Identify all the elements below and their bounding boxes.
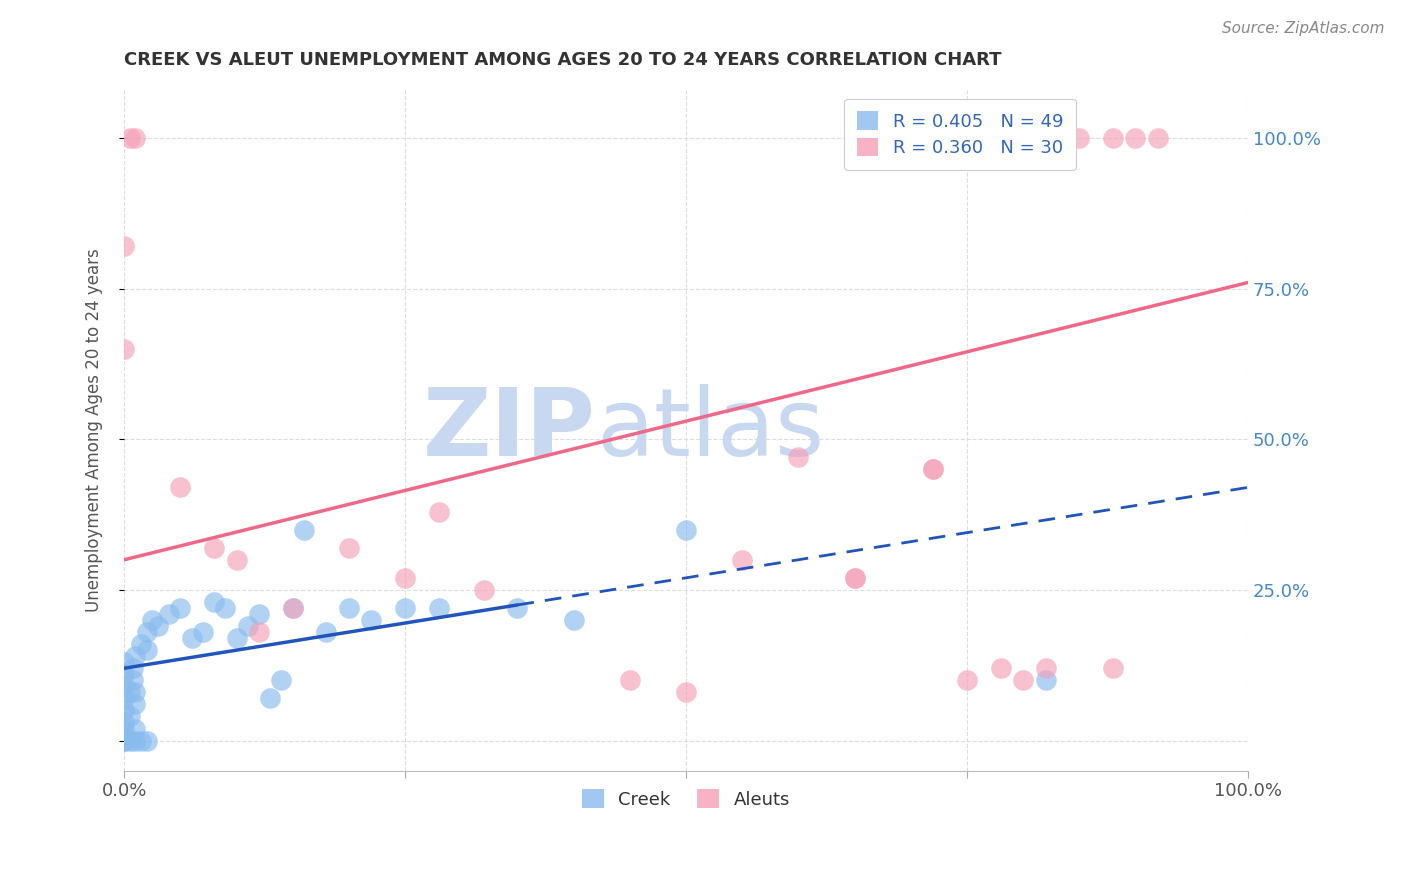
Point [922, 462, 945, 476]
Point [360, 613, 382, 627]
Point [1102, 661, 1125, 675]
Text: Source: ZipAtlas.com: Source: ZipAtlas.com [1222, 21, 1385, 36]
Y-axis label: Unemployment Among Ages 20 to 24 years: Unemployment Among Ages 20 to 24 years [86, 248, 103, 612]
Point [472, 582, 495, 597]
Point [191, 625, 214, 640]
Point [124, 722, 146, 736]
Point [112, 733, 135, 747]
Point [141, 613, 163, 627]
Text: atlas: atlas [596, 384, 824, 476]
Point [112, 722, 135, 736]
Point [1147, 131, 1170, 145]
Point [1012, 673, 1035, 688]
Point [394, 571, 416, 585]
Point [202, 541, 225, 555]
Point [112, 239, 135, 253]
Point [922, 462, 945, 476]
Point [225, 553, 247, 567]
Point [122, 661, 145, 675]
Point [990, 661, 1012, 675]
Point [202, 595, 225, 609]
Point [146, 619, 169, 633]
Point [225, 631, 247, 645]
Point [118, 709, 141, 723]
Point [135, 625, 157, 640]
Point [112, 691, 135, 706]
Point [562, 613, 585, 627]
Point [124, 698, 146, 712]
Point [1035, 673, 1057, 688]
Point [844, 571, 866, 585]
Point [124, 733, 146, 747]
Point [247, 607, 270, 621]
Point [112, 667, 135, 681]
Point [506, 601, 529, 615]
Point [112, 733, 135, 747]
Point [281, 601, 304, 615]
Point [675, 523, 697, 537]
Point [180, 631, 202, 645]
Point [118, 131, 141, 145]
Point [129, 637, 152, 651]
Point [124, 649, 146, 664]
Text: CREEK VS ALEUT UNEMPLOYMENT AMONG AGES 20 TO 24 YEARS CORRELATION CHART: CREEK VS ALEUT UNEMPLOYMENT AMONG AGES 2… [124, 51, 1001, 69]
Point [135, 733, 157, 747]
Point [112, 342, 135, 356]
Point [112, 679, 135, 693]
Point [394, 601, 416, 615]
Point [1102, 131, 1125, 145]
Point [112, 727, 135, 741]
Point [337, 601, 360, 615]
Point [247, 625, 270, 640]
Point [259, 691, 281, 706]
Point [315, 625, 337, 640]
Point [169, 480, 191, 494]
Point [124, 685, 146, 699]
Point [118, 685, 141, 699]
Point [129, 733, 152, 747]
Point [1035, 661, 1057, 675]
Point [169, 601, 191, 615]
Point [1125, 131, 1147, 145]
Point [122, 673, 145, 688]
Point [124, 131, 146, 145]
Point [112, 715, 135, 730]
Point [427, 601, 450, 615]
Point [135, 643, 157, 657]
Point [281, 601, 304, 615]
Point [1069, 131, 1091, 145]
Point [112, 703, 135, 717]
Point [236, 619, 259, 633]
Point [118, 733, 141, 747]
Point [427, 504, 450, 518]
Point [337, 541, 360, 555]
Point [675, 685, 697, 699]
Point [157, 607, 180, 621]
Point [619, 673, 641, 688]
Point [844, 571, 866, 585]
Legend: Creek, Aleuts: Creek, Aleuts [568, 775, 804, 823]
Point [787, 450, 810, 465]
Point [214, 601, 236, 615]
Point [292, 523, 315, 537]
Point [956, 673, 979, 688]
Point [112, 655, 135, 669]
Point [731, 553, 754, 567]
Text: ZIP: ZIP [423, 384, 596, 476]
Point [270, 673, 292, 688]
